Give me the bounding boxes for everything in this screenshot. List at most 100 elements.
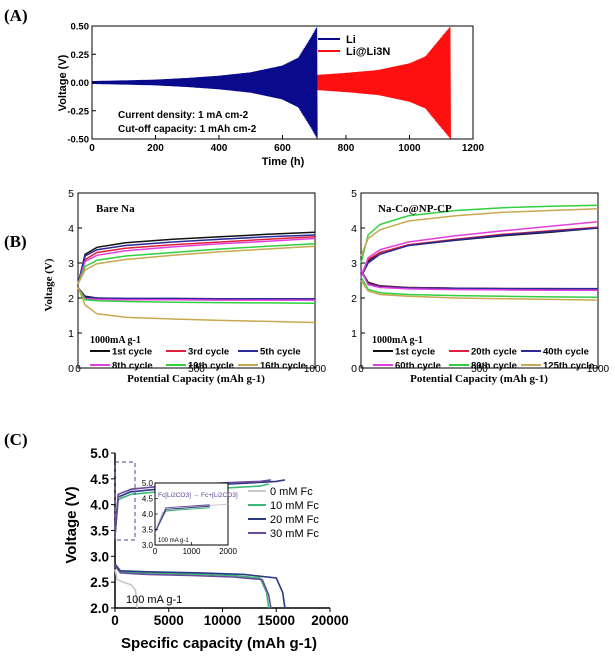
panel-b-legend-label: 40th cycle (543, 347, 589, 358)
panel-a-series-clip-group (92, 27, 451, 139)
panel-a-ylabel: Voltage (V) (57, 54, 69, 111)
panel-a-series-li (92, 27, 318, 139)
panel-b-left-axes: 0 1 2 3 4 5 0 500 1000 (68, 188, 326, 375)
panel-c-ytick-label: 5.0 (90, 446, 109, 461)
panel-b-series-discharge (77, 287, 316, 305)
panel-b-ytick-label: 2 (351, 293, 357, 305)
panel-c-series-discharge (114, 569, 138, 609)
panel-b-series-charge (360, 204, 599, 264)
panel-b-xtick-label: 500 (471, 364, 488, 375)
panel-b-legend-label: 3rd cycle (188, 347, 229, 358)
panel-label-b: (B) (4, 232, 27, 251)
panel-c-legend-label: 20 mM Fc (270, 514, 319, 526)
panel-a-annotation-1: Current density: 1 mA cm-2 (118, 110, 249, 121)
panel-b-right-xlabel: Potential Capacity (mAh g-1) (410, 373, 548, 385)
panel-c-legend-label: 10 mM Fc (270, 500, 319, 512)
panel-b-xtick-label: 1000 (304, 364, 327, 375)
panel-c-inset-series (154, 503, 229, 533)
panel-a-legend: Li Li@Li3N (318, 34, 390, 58)
panel-b-ytick-label: 3 (68, 258, 74, 270)
panel-b-series-charge (77, 243, 316, 285)
panel-a-xtick-label: 1200 (462, 143, 485, 154)
panel-a-xtick-label: 400 (211, 143, 228, 154)
panel-b-right-axes: 0 1 2 3 4 5 0 500 1000 (351, 188, 609, 375)
panel-c-inset-ytick-label: 4.5 (142, 495, 154, 504)
panel-b-legend-label: 5th cycle (260, 347, 301, 358)
panel-c-inset-ytick-label: 5.0 (142, 479, 154, 488)
panel-b-ytick-label: 5 (351, 188, 357, 200)
panel-c-series (114, 479, 286, 609)
panel-b-xtick-label: 500 (188, 364, 205, 375)
panel-b-xtick-label: 1000 (587, 364, 610, 375)
panel-b-left-series (77, 231, 316, 324)
panel-a-series (92, 27, 451, 139)
panel-c-ylabel: Voltage (V) (63, 486, 80, 563)
panel-c-inset-ytick-label: 3.5 (142, 526, 154, 535)
panel-b-ytick-label: 0 (68, 363, 74, 375)
panel-b-series-charge (77, 236, 316, 285)
panel-b-series-charge (360, 227, 599, 278)
panel-b-series-discharge (77, 287, 315, 301)
panel-c-inset-xtick-label: 2000 (219, 547, 237, 556)
panel-b-left-ylabel: Voltage (V) (43, 258, 55, 311)
panel-c-xlabel: Specific capacity (mAh g-1) (121, 635, 317, 652)
panel-b-legend-label: 8th cycle (112, 361, 153, 372)
panel-b-ytick-label: 2 (68, 293, 74, 305)
panel-b-ytick-label: 1 (351, 328, 357, 340)
panel-a-annotation-2: Cut-off capacity: 1 mAh cm-2 (118, 124, 257, 135)
panel-b-right-series (360, 204, 599, 301)
panel-label-a: (A) (4, 6, 28, 25)
panel-c-series-discharge (114, 563, 270, 609)
panel-c-xtick-label: 5000 (154, 613, 184, 628)
panel-c-legend-label: 30 mM Fc (270, 528, 319, 540)
panel-c-ytick-label: 2.5 (90, 575, 109, 590)
panel-b-series-discharge (360, 269, 598, 290)
panel-a-xtick-label: 0 (89, 143, 95, 154)
panel-c-series-discharge (114, 563, 286, 609)
panel-b-left: 0 1 2 3 4 5 0 500 1000 Bare Na 1000mA g-1 1st cy… (43, 188, 327, 385)
panel-b-legend-label: 16th cycle (260, 361, 306, 372)
panel-b-series-charge (77, 234, 316, 285)
panel-b-left-xlabel: Potential Capacity (mAh g-1) (127, 373, 265, 385)
panel-a-xtick-label: 600 (274, 143, 291, 154)
panel-b-right-rate: 1000mA g-1 (372, 335, 423, 346)
panel-a-ytick-label: 0.25 (71, 50, 90, 61)
panel-c-inset-axes: 3.0 3.5 4.0 4.5 5.0 0 1000 2000 (142, 479, 238, 556)
panel-b-ytick-label: 3 (351, 258, 357, 270)
panel-c-inset-xtick-label: 0 (153, 547, 158, 556)
panel-c-xtick-label: 10000 (204, 613, 242, 628)
panel-b-left-title: Bare Na (96, 203, 135, 215)
panel-b-series-discharge (360, 280, 599, 301)
panel-c-xtick-label: 20000 (311, 613, 349, 628)
panel-b-legend-label: 80th cycle (471, 361, 517, 372)
panel-c-axes: 2.02.53.03.54.04.55.00 5000 10000 15000 2000… (90, 446, 349, 628)
panel-b-series-discharge (77, 287, 315, 300)
panel-c-rate: 100 mA g-1 (126, 594, 182, 606)
legend-label-li: Li (346, 34, 356, 46)
panel-b-right: 0 1 2 3 4 5 0 500 1000 Na-Co@NP-CP 1000mA g-1 1s… (351, 188, 609, 385)
panel-c-inset-ytick-label: 4.0 (142, 510, 154, 519)
panel-b-legend-label: 60th cycle (395, 361, 441, 372)
panel-b-series-charge (360, 227, 599, 278)
panel-b-series-discharge (360, 276, 599, 299)
legend-label-li-li3n: Li@Li3N (346, 46, 390, 58)
panel-b-right-legend: 1st cycle 20th cycle 40th cycle 60th cycle 8… (373, 347, 594, 372)
panel-a-xlabel: Time (h) (262, 156, 305, 168)
panel-b-series-charge (360, 220, 599, 278)
panel-c-xtick-label: 15000 (257, 613, 295, 628)
panel-b-legend-label: 20th cycle (471, 347, 517, 358)
panel-b-legend-label: 10th cycle (188, 361, 234, 372)
panel-c-inset-rate: 100 mA g-1 (158, 538, 189, 544)
panel-c: 2.02.53.03.54.04.55.00 5000 10000 15000 2000… (63, 446, 349, 652)
panel-c-xtick-label: 0 (111, 613, 119, 628)
panel-a-xtick-label: 800 (338, 143, 355, 154)
panel-b-series-discharge (77, 287, 316, 324)
panel-b-series-charge (77, 245, 316, 285)
panel-c-ytick-label: 4.0 (90, 498, 109, 513)
panel-a-axes: 0 200 400 600 800 1000 1200 -0.50 -0.25 0.00 0.25 0… (67, 22, 484, 155)
panel-c-legend-label: 0 mM Fc (270, 486, 313, 498)
panel-a-ytick-label: 0.00 (71, 78, 90, 89)
panel-b-series-charge (360, 208, 599, 257)
panel-b-xtick-label: 0 (358, 364, 364, 375)
panel-c-inset: 3.0 3.5 4.0 4.5 5.0 0 1000 2000 Fc[Li2CO3] → Fc… (142, 479, 238, 556)
